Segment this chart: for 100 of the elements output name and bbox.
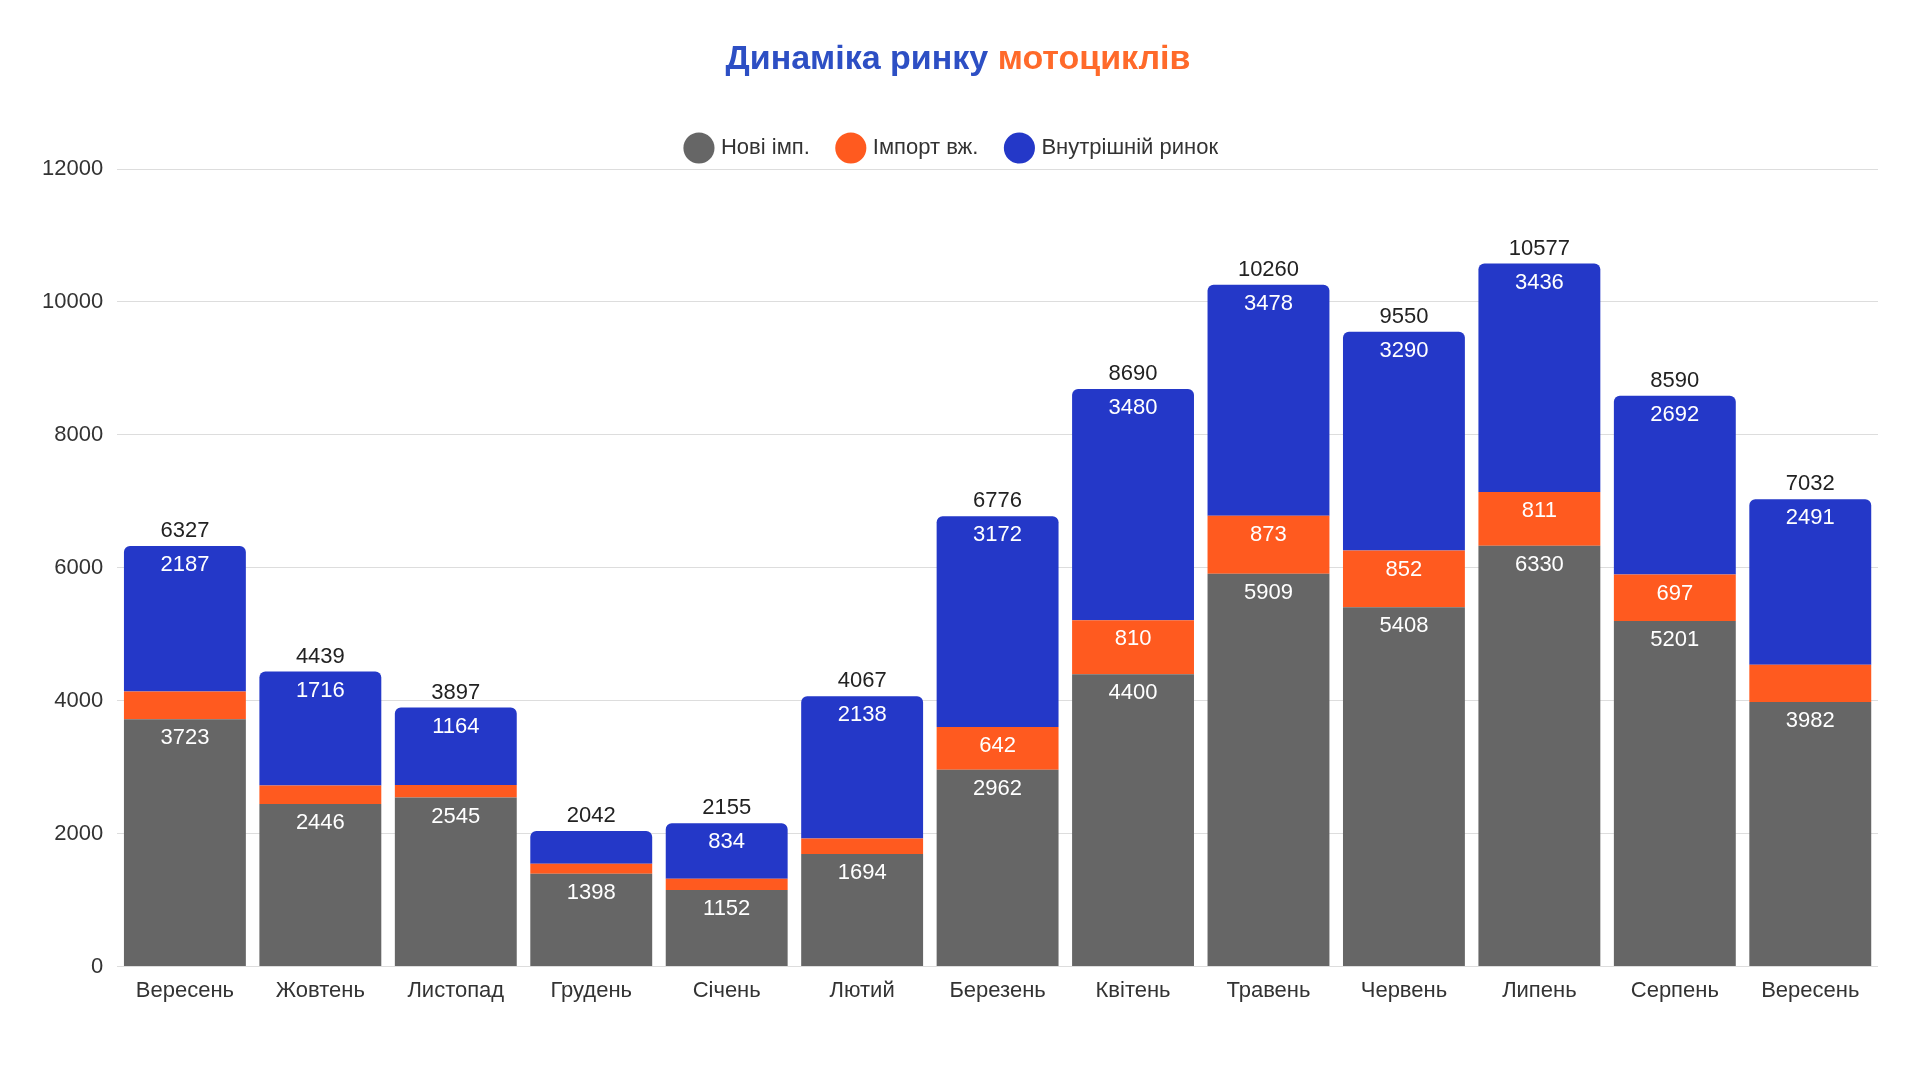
bar xyxy=(936,769,1059,967)
bar xyxy=(394,797,517,967)
bar xyxy=(936,727,1059,770)
bar xyxy=(530,863,653,874)
bar xyxy=(394,707,517,785)
data-label: 5201 xyxy=(1650,625,1700,651)
total-label: 4067 xyxy=(837,667,887,693)
bar xyxy=(259,671,382,786)
data-label: 1152 xyxy=(703,895,751,921)
bar xyxy=(259,785,382,805)
bar xyxy=(394,784,517,798)
data-label: 6330 xyxy=(1514,550,1564,576)
data-label: 2692 xyxy=(1650,400,1700,426)
bar xyxy=(1342,331,1465,551)
data-label: 2446 xyxy=(295,809,345,835)
total-label: 8690 xyxy=(1108,360,1158,386)
x-tick-label: Лютий xyxy=(829,976,895,1002)
bar xyxy=(1072,620,1194,675)
bar xyxy=(1207,284,1330,516)
bar xyxy=(123,546,246,692)
total-label: 6776 xyxy=(973,487,1023,513)
data-label: 3172 xyxy=(973,521,1023,547)
x-tick-label: Липень xyxy=(1502,976,1577,1002)
data-label: 1164 xyxy=(432,712,480,738)
total-label: 7032 xyxy=(1785,470,1835,496)
total-label: 9550 xyxy=(1379,302,1429,328)
data-label: 3436 xyxy=(1514,268,1564,294)
total-label: 2042 xyxy=(566,801,616,827)
data-label: 810 xyxy=(1114,625,1152,651)
bar xyxy=(665,890,788,967)
y-tick-label: 2000 xyxy=(54,819,104,845)
total-label: 8590 xyxy=(1650,366,1700,392)
bar xyxy=(1613,620,1736,967)
bar xyxy=(801,838,924,855)
total-label: 10260 xyxy=(1237,255,1300,281)
data-label: 4400 xyxy=(1108,679,1158,705)
bar xyxy=(801,854,924,967)
legend-label: Внутрішній ринок xyxy=(1041,134,1219,160)
bar xyxy=(123,691,246,720)
y-tick-label: 4000 xyxy=(54,686,104,712)
bar xyxy=(1613,395,1736,575)
data-label: 852 xyxy=(1385,555,1423,581)
x-tick-label: Квітень xyxy=(1095,976,1171,1002)
data-label: 3982 xyxy=(1785,706,1835,732)
data-label: 3478 xyxy=(1244,289,1293,315)
bar xyxy=(1478,545,1601,967)
bar xyxy=(1478,491,1601,546)
chart-title: Динаміка ринку мотоциклів xyxy=(725,38,1191,76)
bar xyxy=(936,516,1059,728)
data-label: 2962 xyxy=(973,774,1023,800)
bar xyxy=(1207,515,1330,574)
data-label: 1398 xyxy=(566,878,616,904)
data-label: 1694 xyxy=(837,859,887,885)
data-label: 697 xyxy=(1656,579,1694,605)
bar xyxy=(1749,664,1872,702)
bar xyxy=(1072,674,1194,967)
y-tick-label: 8000 xyxy=(54,420,104,446)
x-tick-label: Грудень xyxy=(550,976,633,1002)
data-label: 1716 xyxy=(295,676,345,702)
y-tick-label: 12000 xyxy=(41,155,104,181)
bar xyxy=(1613,574,1736,621)
bar xyxy=(1749,701,1872,967)
y-tick-label: 0 xyxy=(90,952,104,978)
bar xyxy=(1749,499,1872,665)
bar xyxy=(1342,607,1465,967)
data-label: 873 xyxy=(1250,520,1287,546)
x-tick-label: Вересень xyxy=(1761,976,1860,1002)
y-tick-label: 6000 xyxy=(54,553,104,579)
x-tick-label: Листопад xyxy=(407,976,505,1002)
bar xyxy=(1072,389,1194,621)
legend-label: Нові імп. xyxy=(720,134,810,160)
data-label: 2491 xyxy=(1785,504,1835,530)
data-label: 2187 xyxy=(160,551,210,577)
legend-label: Імпорт вж. xyxy=(872,134,979,160)
total-label: 10577 xyxy=(1508,234,1570,260)
bar xyxy=(801,696,924,839)
data-label: 642 xyxy=(979,732,1016,758)
bar xyxy=(123,719,246,967)
total-label: 3897 xyxy=(431,678,481,704)
data-label: 2545 xyxy=(431,802,481,828)
data-label: 5408 xyxy=(1379,612,1429,638)
data-label: 3290 xyxy=(1379,336,1429,362)
data-label: 834 xyxy=(708,828,746,854)
total-label: 6327 xyxy=(160,517,210,543)
x-tick-label: Травень xyxy=(1226,976,1311,1002)
x-tick-label: Серпень xyxy=(1630,976,1719,1002)
x-tick-label: Березень xyxy=(949,976,1046,1002)
x-tick-label: Січень xyxy=(692,976,761,1002)
data-label: 3480 xyxy=(1108,394,1158,420)
bar xyxy=(1342,550,1465,608)
bar xyxy=(665,823,788,879)
total-label: 4439 xyxy=(295,642,345,668)
x-tick-label: Червень xyxy=(1360,976,1448,1002)
x-tick-label: Вересень xyxy=(135,976,235,1002)
bar xyxy=(530,873,653,967)
total-label: 2155 xyxy=(702,794,752,820)
bar xyxy=(530,830,653,864)
data-label: 3723 xyxy=(160,724,210,750)
bar xyxy=(1478,263,1601,492)
data-label: 811 xyxy=(1521,497,1557,523)
